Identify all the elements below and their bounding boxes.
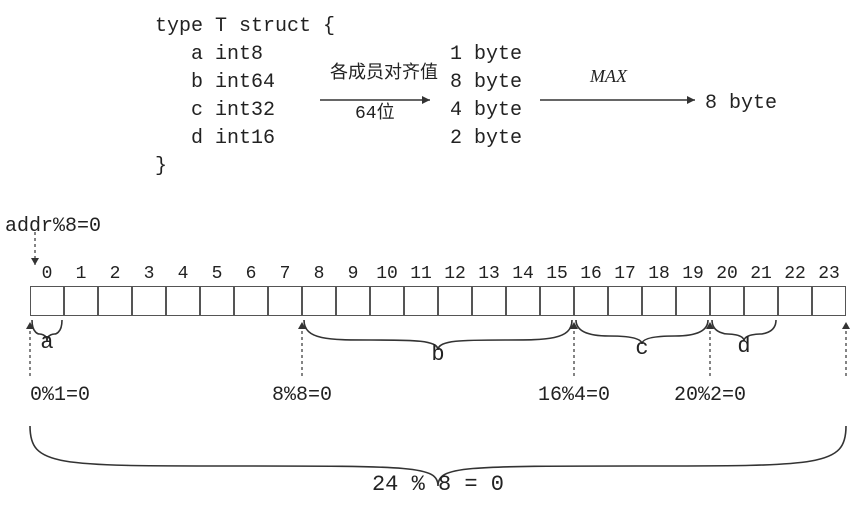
svg-text:64位: 64位 [355, 102, 395, 124]
svg-text:a: a [40, 330, 53, 355]
svg-text:各成员对齐值: 各成员对齐值 [330, 62, 438, 84]
svg-text:c: c [635, 336, 648, 361]
svg-text:MAX: MAX [589, 66, 628, 86]
svg-text:d: d [737, 334, 750, 359]
svg-text:24 % 8 = 0: 24 % 8 = 0 [372, 472, 504, 497]
svg-text:16%4=0: 16%4=0 [538, 384, 610, 407]
svg-text:8%8=0: 8%8=0 [272, 384, 332, 407]
svg-text:0%1=0: 0%1=0 [30, 384, 90, 407]
svg-text:b: b [431, 342, 444, 367]
diagram-root: type T struct { a int8 b int64 c int32 d… [0, 0, 865, 532]
overlay-svg: 各成员对齐值 64位 MAX a b c d 0%1=0 8%8=0 16%4=0 20%2=0 24… [0, 0, 865, 532]
svg-text:20%2=0: 20%2=0 [674, 384, 746, 407]
